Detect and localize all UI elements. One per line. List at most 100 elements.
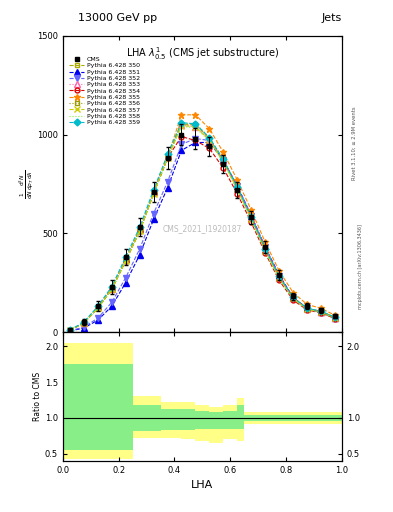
Pythia 6.428 356	[81, 319, 86, 326]
Pythia 6.428 352	[109, 300, 114, 306]
Pythia 6.428 359	[179, 120, 184, 126]
Pythia 6.428 358	[291, 296, 296, 302]
Pythia 6.428 358	[165, 155, 170, 161]
Pythia 6.428 356	[165, 155, 170, 161]
Line: Pythia 6.428 357: Pythia 6.428 357	[67, 123, 338, 333]
Pythia 6.428 357	[68, 327, 72, 333]
Pythia 6.428 356	[109, 286, 114, 292]
Pythia 6.428 350	[193, 122, 198, 128]
Pythia 6.428 359	[137, 224, 142, 230]
Text: Jets: Jets	[321, 13, 342, 23]
Pythia 6.428 354	[123, 258, 128, 264]
Pythia 6.428 352	[137, 246, 142, 252]
Pythia 6.428 353	[165, 153, 170, 159]
Pythia 6.428 352	[151, 210, 156, 217]
Pythia 6.428 354	[319, 310, 323, 316]
Pythia 6.428 358	[193, 124, 198, 131]
Pythia 6.428 350	[81, 320, 86, 326]
Pythia 6.428 354	[81, 320, 86, 326]
Pythia 6.428 355	[179, 112, 184, 118]
Line: Pythia 6.428 354: Pythia 6.428 354	[68, 134, 337, 333]
Pythia 6.428 356	[319, 308, 323, 314]
Pythia 6.428 357	[165, 155, 170, 161]
Pythia 6.428 354	[305, 307, 309, 313]
Pythia 6.428 359	[109, 284, 114, 290]
Pythia 6.428 355	[235, 177, 240, 183]
Pythia 6.428 353	[305, 306, 309, 312]
Pythia 6.428 356	[137, 227, 142, 233]
Pythia 6.428 357	[109, 286, 114, 292]
Pythia 6.428 355	[277, 268, 281, 274]
Pythia 6.428 352	[235, 183, 240, 189]
Pythia 6.428 359	[221, 156, 226, 162]
Pythia 6.428 358	[95, 305, 100, 311]
Pythia 6.428 355	[151, 189, 156, 196]
Pythia 6.428 358	[179, 123, 184, 130]
Pythia 6.428 357	[249, 216, 253, 222]
Pythia 6.428 351	[179, 147, 184, 154]
Pythia 6.428 356	[277, 274, 281, 280]
Pythia 6.428 355	[319, 305, 323, 311]
Pythia 6.428 353	[68, 327, 72, 333]
Pythia 6.428 351	[165, 185, 170, 191]
Pythia 6.428 359	[263, 245, 268, 251]
Pythia 6.428 356	[291, 295, 296, 301]
Pythia 6.428 354	[68, 327, 72, 333]
Pythia 6.428 351	[207, 139, 212, 145]
Text: LHA $\lambda^{1}_{0.5}$ (CMS jet substructure): LHA $\lambda^{1}_{0.5}$ (CMS jet substru…	[126, 45, 279, 61]
Pythia 6.428 354	[332, 315, 337, 322]
Pythia 6.428 353	[277, 274, 281, 281]
Pythia 6.428 351	[151, 217, 156, 223]
Pythia 6.428 351	[137, 252, 142, 258]
Pythia 6.428 353	[263, 247, 268, 253]
Pythia 6.428 351	[319, 309, 323, 315]
Pythia 6.428 357	[95, 305, 100, 311]
Pythia 6.428 350	[123, 258, 128, 264]
Pythia 6.428 353	[221, 158, 226, 164]
Pythia 6.428 359	[249, 214, 253, 220]
Pythia 6.428 354	[221, 165, 226, 171]
Pythia 6.428 353	[123, 256, 128, 262]
Pythia 6.428 351	[332, 315, 337, 321]
Pythia 6.428 352	[193, 136, 198, 142]
Pythia 6.428 356	[95, 305, 100, 311]
Pythia 6.428 357	[151, 190, 156, 197]
Pythia 6.428 356	[123, 257, 128, 263]
Line: Pythia 6.428 359: Pythia 6.428 359	[68, 120, 337, 332]
Pythia 6.428 355	[95, 305, 100, 311]
Pythia 6.428 357	[123, 258, 128, 264]
Pythia 6.428 359	[291, 294, 296, 301]
Pythia 6.428 356	[332, 314, 337, 321]
Pythia 6.428 356	[193, 121, 198, 127]
Pythia 6.428 355	[109, 286, 114, 292]
Line: Pythia 6.428 352: Pythia 6.428 352	[67, 136, 338, 334]
Pythia 6.428 357	[332, 315, 337, 321]
Pythia 6.428 358	[319, 309, 323, 315]
Pythia 6.428 352	[332, 315, 337, 321]
Pythia 6.428 350	[332, 314, 337, 321]
Pythia 6.428 351	[81, 325, 86, 331]
Pythia 6.428 356	[151, 190, 156, 196]
Pythia 6.428 353	[235, 186, 240, 192]
Pythia 6.428 356	[68, 327, 72, 333]
Pythia 6.428 358	[151, 191, 156, 197]
Pythia 6.428 355	[221, 150, 226, 156]
Pythia 6.428 353	[95, 304, 100, 310]
Pythia 6.428 354	[207, 145, 212, 152]
Pythia 6.428 359	[207, 135, 212, 141]
Pythia 6.428 352	[123, 274, 128, 281]
Pythia 6.428 359	[277, 273, 281, 279]
Pythia 6.428 358	[123, 258, 128, 264]
Pythia 6.428 358	[137, 228, 142, 234]
Pythia 6.428 355	[137, 227, 142, 233]
Pythia 6.428 352	[221, 157, 226, 163]
Pythia 6.428 354	[179, 134, 184, 140]
Pythia 6.428 350	[151, 191, 156, 197]
Pythia 6.428 352	[263, 244, 268, 250]
Y-axis label: $\frac{1}{\mathrm{d}N}\frac{\mathrm{d}^2N}{\mathrm{d}p_T\,\mathrm{d}\lambda}$: $\frac{1}{\mathrm{d}N}\frac{\mathrm{d}^2…	[18, 169, 36, 199]
Line: Pythia 6.428 350: Pythia 6.428 350	[68, 122, 337, 333]
X-axis label: LHA: LHA	[191, 480, 213, 490]
Pythia 6.428 357	[179, 122, 184, 129]
Pythia 6.428 350	[109, 287, 114, 293]
Text: mcplots.cern.ch [arXiv:1306.3436]: mcplots.cern.ch [arXiv:1306.3436]	[358, 224, 363, 309]
